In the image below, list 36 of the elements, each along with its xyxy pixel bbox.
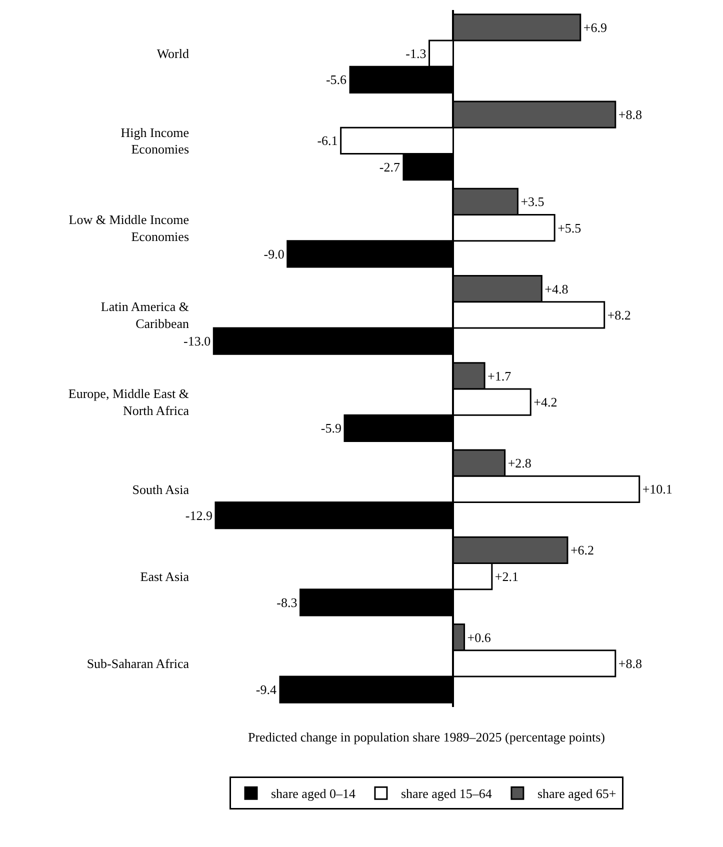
y-tick-label: High Income Economies (120, 124, 190, 157)
data-label: +8.2 (607, 307, 631, 322)
y-tick-label: Sub-Saharan Africa (86, 656, 190, 671)
data-label: -9.0 (264, 246, 284, 262)
data-label: +4.8 (544, 281, 568, 296)
data-label: -8.3 (276, 594, 298, 610)
data-label: +3.5 (520, 194, 544, 210)
y-tick-label: World (156, 46, 190, 62)
data-label: +10.1 (642, 482, 672, 497)
data-label: -5.9 (320, 420, 342, 436)
data-label: +2.1 (494, 568, 519, 584)
y-tick-label: South Asia (132, 482, 190, 497)
data-label: -9.4 (256, 682, 277, 698)
legend-label: share aged 0–14 (271, 786, 356, 802)
data-label: -1.3 (406, 46, 426, 62)
legend-label: share aged 15–64 (400, 786, 492, 802)
data-label: -12.9 (185, 508, 212, 523)
data-label: -5.6 (326, 72, 348, 88)
data-label: +8.8 (618, 656, 642, 671)
data-label: +1.7 (488, 368, 512, 384)
data-label: -13.0 (184, 334, 211, 349)
y-tick-label: Europe, Middle East & North Africa (68, 386, 190, 418)
data-label: +4.2 (534, 394, 558, 410)
data-label: +5.5 (558, 220, 582, 236)
legend-label: share aged 65+ (537, 786, 616, 802)
data-label: -2.7 (379, 159, 400, 174)
data-label: +0.6 (467, 630, 492, 645)
data-label: -6.1 (317, 133, 338, 148)
y-tick-label: Low & Middle Income Economies (68, 212, 190, 244)
x-axis-title: Predicted change in population share 1989–2025 (percentage points) (248, 730, 606, 745)
data-label: +6.9 (583, 20, 607, 35)
data-label: +8.8 (618, 107, 642, 122)
y-tick-label: Latin America & Caribbean (100, 299, 190, 331)
y-tick-label: East Asia (140, 568, 190, 584)
data-label: +6.2 (570, 542, 594, 558)
data-label: +2.8 (508, 456, 532, 471)
